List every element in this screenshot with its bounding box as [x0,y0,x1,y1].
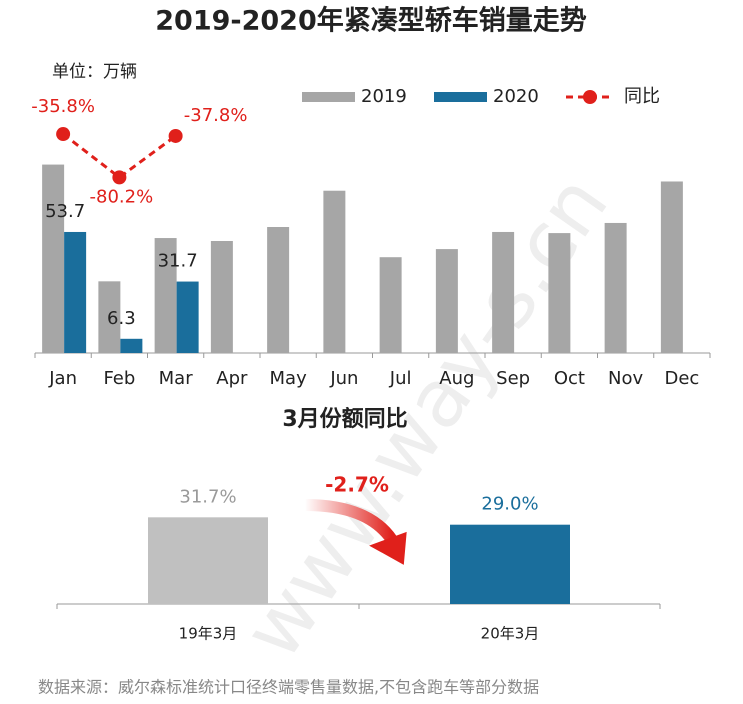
legend-label: 2020 [493,86,539,107]
x-tick-label: Aug [439,368,474,389]
chart-title: 2019-2020年紧凑型轿车销量走势 [155,5,587,37]
x-tick-label: 20年3月 [481,625,540,643]
bar [435,249,458,353]
x-tick-label: Feb [103,368,135,389]
x-tick-label: Dec [664,368,699,389]
x-tick-label: 19年3月 [179,625,238,643]
value-label: 31.7% [179,486,236,507]
value-label: 29.0% [481,494,538,515]
annotation: -2.7% [325,473,389,497]
x-tick-label: Apr [216,368,248,389]
bar [148,517,268,604]
bar [604,222,627,353]
x-tick-label: May [270,368,308,389]
legend-swatch [434,92,487,102]
yoy-dot [168,128,183,143]
legend-swatch [302,92,355,102]
source-note: 数据来源：威尔森标准统计口径终端零售量数据,不包含跑车等部分数据 [38,678,539,697]
bar [120,338,143,353]
x-tick-label: Jun [329,368,358,389]
bar [64,231,87,353]
yoy-dot [112,170,127,185]
bar [492,231,515,353]
arrow-head [369,531,407,565]
value-label: 53.7 [45,201,85,222]
bar [660,181,683,353]
x-tick-label: Jan [48,368,77,389]
bar [379,257,402,353]
unit-label: 单位：万辆 [52,62,137,82]
sub-chart-title: 3月份额同比 [282,407,407,432]
yoy-dot [56,127,71,142]
bar [154,238,177,353]
legend-label: 2019 [361,86,407,107]
bar [42,164,65,353]
bar [98,281,121,353]
legend-label: 同比 [624,86,660,107]
yoy-label: -35.8% [31,96,95,117]
x-tick-label: Oct [554,368,585,389]
yoy-label: -37.8% [184,105,248,126]
x-tick-label: Sep [496,368,530,389]
bar [548,233,571,353]
bar [176,281,199,353]
value-label: 6.3 [107,308,136,329]
bar [267,227,290,353]
x-tick-label: Mar [159,368,194,389]
bar [210,240,233,353]
legend-swatch [583,90,597,104]
yoy-label: -80.2% [90,186,154,207]
bar [450,524,570,604]
x-tick-label: Nov [608,368,643,389]
bar [323,190,346,353]
x-tick-label: Jul [389,368,412,389]
value-label: 31.7 [158,251,198,272]
arrow [304,499,397,544]
